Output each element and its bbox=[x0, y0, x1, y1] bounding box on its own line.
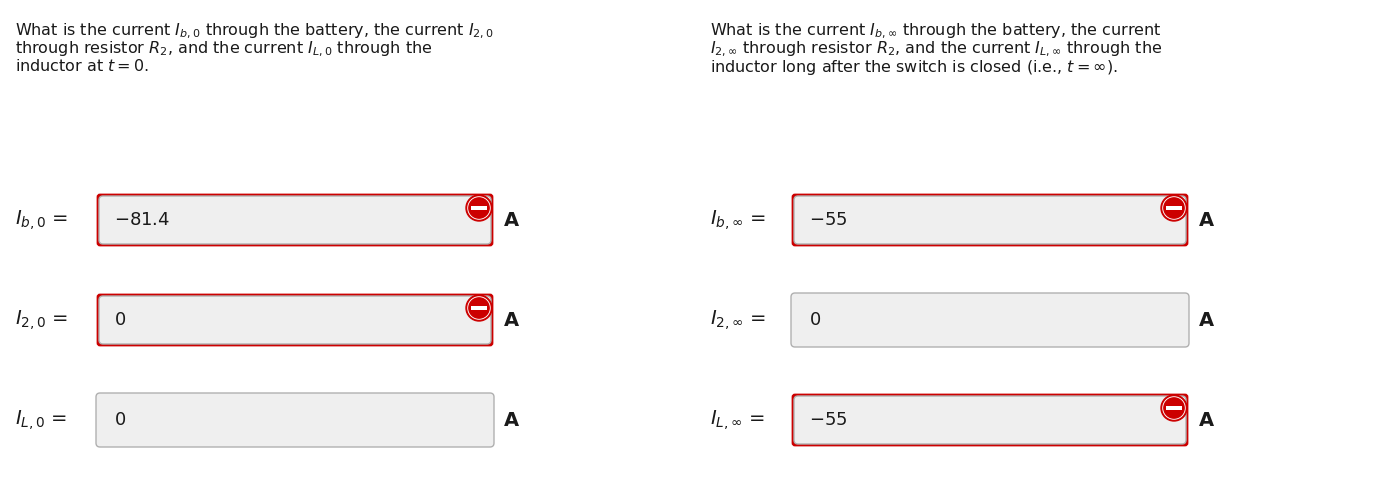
Circle shape bbox=[1163, 197, 1185, 219]
Text: A: A bbox=[1199, 211, 1214, 230]
Circle shape bbox=[1164, 398, 1185, 418]
Text: inductor at $t = 0$.: inductor at $t = 0$. bbox=[15, 58, 149, 74]
Text: A: A bbox=[504, 411, 519, 429]
Text: What is the current $I_{b,\infty}$ through the battery, the current: What is the current $I_{b,\infty}$ throu… bbox=[710, 22, 1161, 41]
Circle shape bbox=[469, 298, 489, 318]
Circle shape bbox=[1164, 198, 1185, 218]
Bar bbox=[471, 206, 488, 210]
Text: A: A bbox=[1199, 411, 1214, 429]
FancyBboxPatch shape bbox=[793, 195, 1188, 245]
Circle shape bbox=[1163, 397, 1185, 419]
Circle shape bbox=[465, 195, 492, 221]
Text: $0$: $0$ bbox=[114, 411, 126, 429]
Circle shape bbox=[1161, 195, 1188, 221]
Text: $I_{2,0}$ =: $I_{2,0}$ = bbox=[15, 308, 68, 332]
Text: $I_{2,\infty}$ =: $I_{2,\infty}$ = bbox=[710, 308, 765, 332]
Text: through resistor $R_2$, and the current $I_{L,0}$ through the: through resistor $R_2$, and the current … bbox=[15, 40, 432, 59]
Text: $-55$: $-55$ bbox=[808, 211, 847, 229]
Text: $I_{2,\infty}$ through resistor $R_2$, and the current $I_{L,\infty}$ through th: $I_{2,\infty}$ through resistor $R_2$, a… bbox=[710, 40, 1163, 59]
Text: $0$: $0$ bbox=[808, 311, 821, 329]
FancyBboxPatch shape bbox=[795, 196, 1186, 244]
FancyBboxPatch shape bbox=[99, 195, 492, 245]
Text: $I_{b,0}$ =: $I_{b,0}$ = bbox=[15, 208, 68, 232]
Text: $I_{L,\infty}$ =: $I_{L,\infty}$ = bbox=[710, 408, 765, 432]
Text: $I_{L,0}$ =: $I_{L,0}$ = bbox=[15, 408, 67, 432]
Circle shape bbox=[1161, 395, 1188, 421]
FancyBboxPatch shape bbox=[99, 295, 492, 345]
Circle shape bbox=[469, 198, 489, 218]
Text: What is the current $I_{b,0}$ through the battery, the current $I_{2,0}$: What is the current $I_{b,0}$ through th… bbox=[15, 22, 494, 41]
Circle shape bbox=[465, 295, 492, 321]
Text: A: A bbox=[504, 311, 519, 330]
Text: $-55$: $-55$ bbox=[808, 411, 847, 429]
Bar bbox=[1165, 406, 1182, 411]
Text: $0$: $0$ bbox=[114, 311, 126, 329]
Circle shape bbox=[468, 297, 490, 319]
Text: A: A bbox=[1199, 311, 1214, 330]
FancyBboxPatch shape bbox=[795, 396, 1186, 444]
Text: $-81.4$: $-81.4$ bbox=[114, 211, 171, 229]
Circle shape bbox=[468, 197, 490, 219]
FancyBboxPatch shape bbox=[96, 393, 494, 447]
FancyBboxPatch shape bbox=[99, 296, 490, 344]
Text: inductor long after the switch is closed (i.e., $t = \infty$).: inductor long after the switch is closed… bbox=[710, 58, 1118, 77]
FancyBboxPatch shape bbox=[99, 196, 490, 244]
FancyBboxPatch shape bbox=[793, 395, 1188, 445]
Text: $I_{b,\infty}$ =: $I_{b,\infty}$ = bbox=[710, 208, 765, 232]
Bar bbox=[471, 306, 488, 310]
Bar bbox=[1165, 206, 1182, 210]
Text: A: A bbox=[504, 211, 519, 230]
FancyBboxPatch shape bbox=[790, 293, 1189, 347]
